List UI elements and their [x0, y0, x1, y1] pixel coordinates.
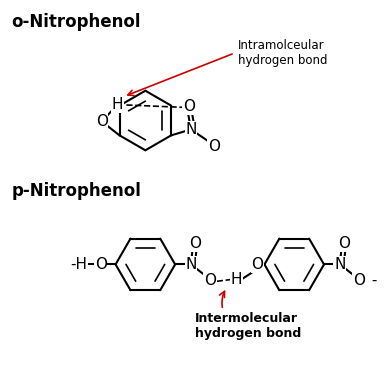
Text: Intermolecular
hydrogen bond: Intermolecular hydrogen bond — [195, 312, 301, 340]
Text: O: O — [252, 257, 263, 272]
Text: H: H — [231, 272, 242, 287]
Text: N: N — [334, 257, 346, 272]
Text: Intramolceular
hydrogen bond: Intramolceular hydrogen bond — [238, 39, 327, 67]
Text: O: O — [338, 236, 350, 251]
Text: o-Nitrophenol: o-Nitrophenol — [12, 13, 141, 31]
Text: O: O — [353, 273, 365, 288]
Text: O: O — [95, 257, 107, 272]
Text: -: - — [367, 273, 377, 288]
Text: O: O — [189, 236, 201, 251]
Text: -H: -H — [70, 257, 87, 272]
Text: N: N — [185, 257, 197, 272]
Text: H: H — [112, 97, 123, 112]
Text: O: O — [204, 273, 216, 288]
Text: O: O — [183, 99, 195, 114]
Text: p-Nitrophenol: p-Nitrophenol — [12, 182, 141, 200]
Text: O: O — [96, 114, 108, 129]
Text: O: O — [208, 139, 220, 154]
Text: N: N — [185, 122, 197, 137]
